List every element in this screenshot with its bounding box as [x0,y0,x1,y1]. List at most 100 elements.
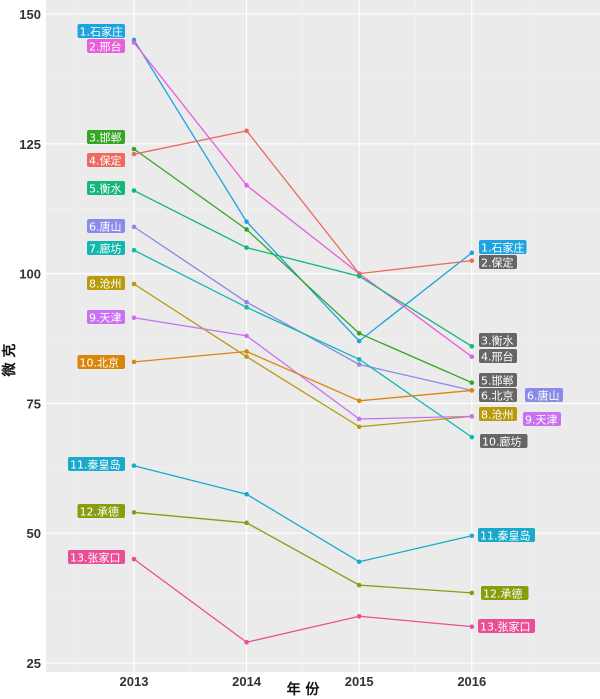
data-point [469,258,475,263]
svg-text:6.唐山: 6.唐山 [527,389,560,403]
data-point [131,510,137,515]
series-label: 1.石家庄 [77,24,125,39]
series-label: 9.天津 [523,412,561,427]
series-line [133,283,472,428]
direct-labels: 1.石家庄2.邢台3.邯郸4.保定5.衡水6.唐山7.廊坊8.沧州9.天津10.… [68,24,563,634]
data-point [356,559,362,565]
svg-text:9.天津: 9.天津 [525,414,558,427]
data-point [131,556,137,562]
y-tick-label: 50 [27,526,41,541]
data-point [244,183,249,188]
series-label: 12.承德 [481,586,529,601]
data-point [244,299,249,305]
series-label: 13.张家口 [68,550,125,565]
svg-text:10.北京: 10.北京 [80,356,120,370]
series-label: 9.天津 [87,310,125,325]
svg-text:1.石家庄: 1.石家庄 [80,25,124,39]
data-point [469,388,475,393]
series-points [131,37,475,645]
svg-text:3.邯郸: 3.邯郸 [89,131,122,145]
data-point [244,128,249,134]
svg-text:6.北京: 6.北京 [481,389,514,403]
series-label: 4.保定 [87,153,125,168]
data-point [131,40,137,45]
series-label: 10.廊坊 [480,434,528,449]
data-point [469,380,475,385]
series-label: 2.保定 [479,255,517,270]
data-point [469,624,475,629]
svg-text:12.承德: 12.承德 [80,505,120,519]
x-tick-label: 2014 [232,674,262,689]
data-point [131,359,137,365]
data-point [244,333,249,339]
data-point [356,424,362,430]
series-line [133,317,472,420]
svg-text:12.承德: 12.承德 [483,587,523,601]
data-point [356,398,362,404]
data-point [244,491,249,497]
data-point [356,273,362,279]
data-point [356,338,362,344]
svg-text:13.张家口: 13.张家口 [70,551,121,565]
y-tick-label: 150 [19,7,41,22]
svg-text:6.唐山: 6.唐山 [89,220,122,234]
data-point [356,331,362,336]
svg-text:1.石家庄: 1.石家庄 [481,241,525,255]
series-line [133,148,473,384]
series-label: 10.北京 [77,355,125,370]
x-axis-title: 年 份 [287,681,321,698]
data-point [131,247,137,253]
data-point [244,639,249,645]
x-axis-ticks: 2013 2014 2015 2016 [120,674,487,689]
series-line [133,511,472,594]
data-point [131,463,137,469]
svg-text:7.廊坊: 7.廊坊 [89,242,122,256]
series-label: 6.唐山 [525,388,563,403]
series-label: 8.沧州 [87,276,125,291]
data-point [244,349,249,354]
series-line [133,42,473,358]
svg-text:11.秦皇岛: 11.秦皇岛 [480,529,531,543]
y-tick-label: 75 [27,396,41,411]
svg-text:10.廊坊: 10.廊坊 [482,435,522,449]
svg-text:4.保定: 4.保定 [89,154,122,168]
data-point [469,354,475,359]
series-line [133,249,473,438]
series-label: 11.秦皇岛 [68,457,125,472]
series-line [133,558,472,643]
series-line [133,465,472,563]
series-label: 2.邢台 [87,39,125,54]
series-label: 8.沧州 [479,407,517,422]
data-point [469,250,475,256]
data-point [469,590,475,596]
data-point [356,613,362,619]
data-point [131,146,137,152]
data-point [356,362,362,367]
series-label: 3.邯郸 [87,130,125,145]
series-label: 11.秦皇岛 [478,528,535,543]
data-point [469,434,475,440]
grid [46,0,600,672]
x-tick-label: 2016 [457,674,486,689]
series-lines [133,39,473,643]
data-point [244,520,249,526]
x-tick-label: 2013 [120,674,149,689]
data-point [356,416,362,422]
series-line [133,189,473,347]
svg-text:5.衡水: 5.衡水 [89,183,122,196]
data-point [131,188,137,193]
data-point [356,582,362,588]
svg-text:4.邢台: 4.邢台 [481,350,514,364]
data-point [244,219,249,224]
svg-text:8.沧州: 8.沧州 [481,408,514,422]
data-point [244,245,249,250]
data-point [469,414,475,419]
series-label: 1.石家庄 [479,240,527,255]
svg-text:8.沧州: 8.沧州 [89,277,122,291]
data-point [356,356,362,362]
series-label: 12.承德 [77,504,125,519]
data-point [469,343,475,349]
svg-text:13.张家口: 13.张家口 [480,620,531,634]
